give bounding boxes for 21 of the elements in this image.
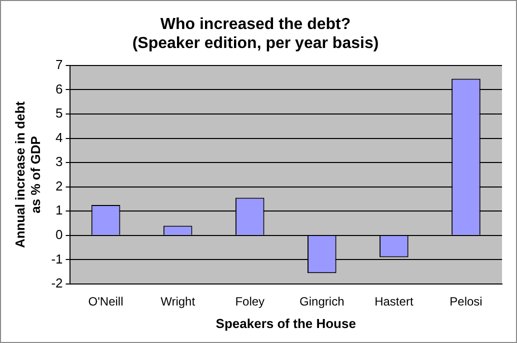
text: Annual increase in debt <box>12 101 28 248</box>
text: (Speaker edition, per year basis) <box>132 35 379 52</box>
x-tick-label: Gingrich <box>300 294 344 309</box>
x-tick-label: O'Neill <box>88 294 124 309</box>
y-tick-label: -2 <box>51 276 63 291</box>
x-tick-label: Hastert <box>374 294 414 309</box>
x-tick-label: Wright <box>160 294 196 309</box>
text: as % of GDP <box>28 136 43 214</box>
text: Who increased the debt? <box>160 16 351 34</box>
x-axis-title: Speakers of the House <box>216 316 356 331</box>
x-tick-label: Pelosi <box>450 294 482 309</box>
y-tick-label: 0 <box>56 227 63 242</box>
y-tick-label: 4 <box>56 130 63 145</box>
x-tick-label: Foley <box>235 294 265 309</box>
y-tick-label: 5 <box>56 106 63 121</box>
y-tick-label: 3 <box>56 154 63 170</box>
y-tick-label: 1 <box>56 202 63 218</box>
y-tick-label: -1 <box>51 251 63 266</box>
y-tick-label: 7 <box>56 56 63 72</box>
y-tick-label: 2 <box>56 178 63 194</box>
y-tick-label: 6 <box>56 81 63 96</box>
